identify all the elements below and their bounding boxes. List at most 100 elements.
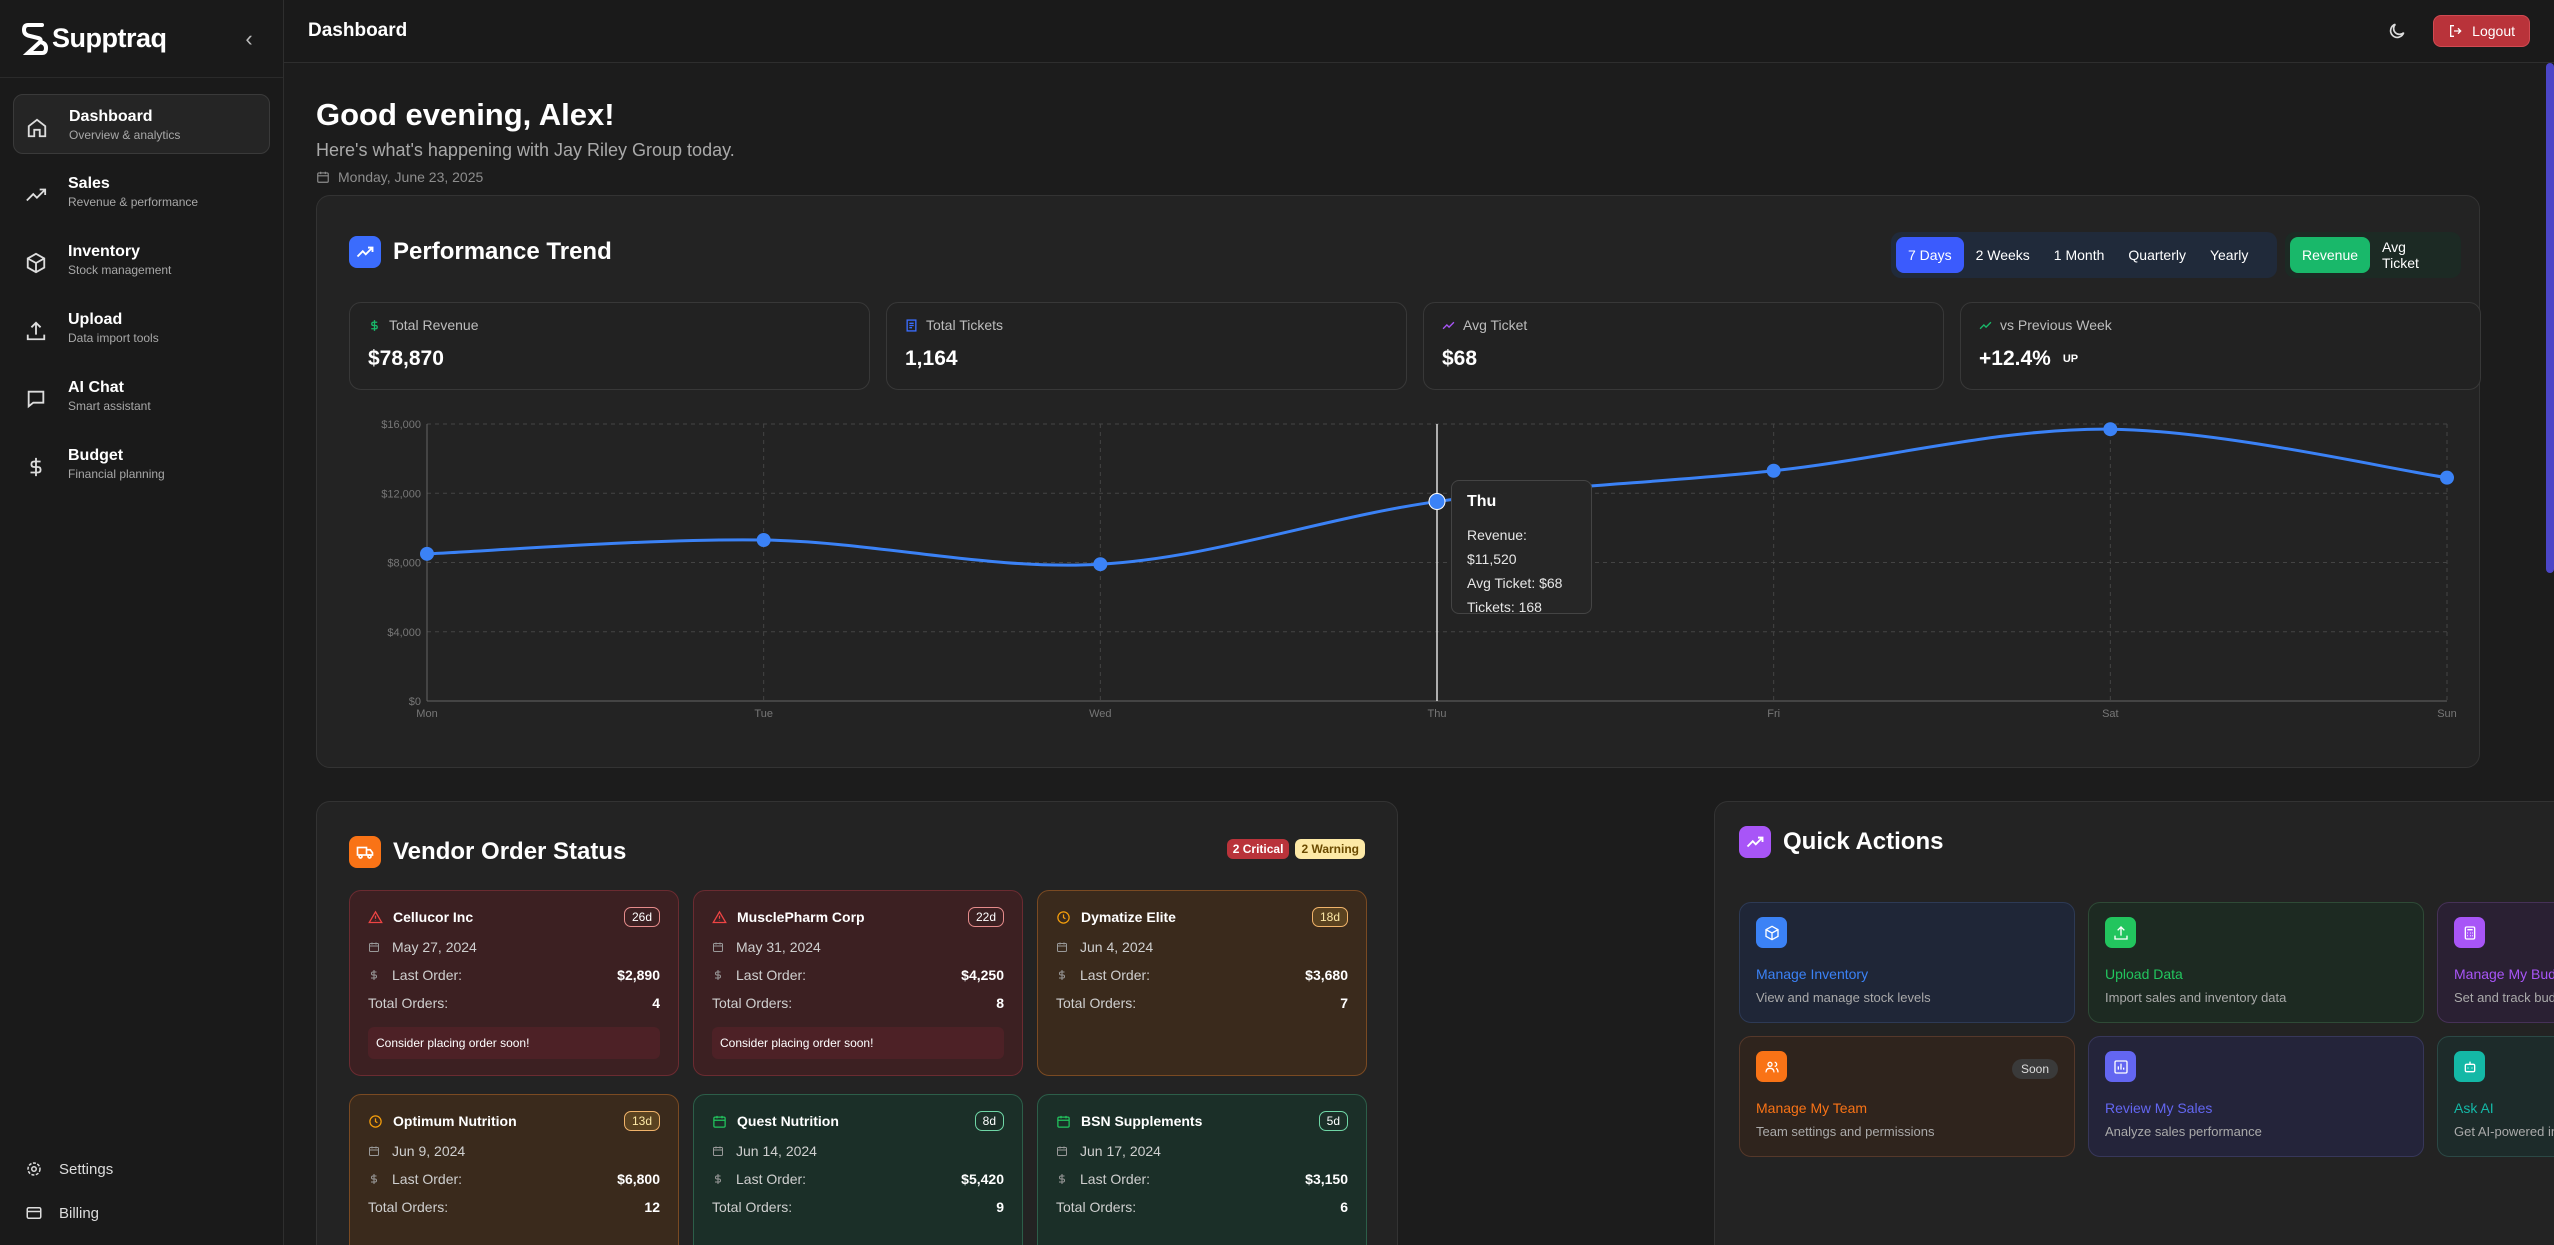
vendor-card[interactable]: Optimum Nutrition 13d Jun 9, 2024 Last O… [349, 1094, 679, 1245]
quick-actions-badge [1739, 826, 1771, 858]
total-orders-value: 7 [1340, 995, 1348, 1011]
metric-avg-ticket[interactable]: Avg Ticket [2382, 239, 2419, 271]
last-order-row: Last Order: $3,680 [1056, 967, 1348, 983]
stat-value-text: +12.4% [1979, 347, 2051, 370]
calendar-icon [1057, 1146, 1067, 1156]
last-order-value: $4,250 [961, 967, 1004, 983]
page-title: Dashboard [308, 20, 408, 41]
data-point [2103, 422, 2118, 437]
dollar-icon [371, 319, 378, 331]
total-orders-value: 12 [644, 1199, 660, 1215]
stat-value: +12.4% UP [1979, 347, 2462, 371]
range-7-days[interactable]: 7 Days [1896, 237, 1964, 273]
quick-action-manage-inventory[interactable]: Manage Inventory View and manage stock l… [1739, 902, 2075, 1023]
calendar-icon [1057, 1115, 1070, 1128]
range-2-weeks[interactable]: 2 Weeks [1975, 247, 2030, 263]
calendar-icon [1057, 942, 1067, 952]
x-tick-label: Mon [416, 708, 437, 720]
total-orders-value: 6 [1340, 1199, 1348, 1215]
dollar-icon [1058, 970, 1066, 980]
sidebar-item-dashboard[interactable]: Dashboard Overview & analytics [13, 94, 270, 154]
sidebar-item-label: Dashboard [69, 108, 153, 125]
settings-label: Settings [59, 1160, 114, 1178]
vendor-card-header: Quest Nutrition 8d [712, 1111, 1004, 1131]
truck-icon [356, 846, 374, 859]
y-tick-label: $16,000 [381, 419, 421, 431]
days-since-badge: 18d [1311, 907, 1348, 927]
sidebar-item-sales[interactable]: Sales Revenue & performance [13, 162, 270, 222]
sidebar-item-sub: Data import tools [68, 331, 159, 345]
stat-total-revenue: Total Revenue $78,870 [349, 302, 870, 390]
trending-up-icon [1979, 321, 1992, 329]
last-order-label: Last Order: [392, 1171, 463, 1187]
quick-action-manage-my-team[interactable]: Manage My Team Team settings and permiss… [1739, 1036, 2075, 1157]
vendor-card[interactable]: Dymatize Elite 18d Jun 4, 2024 Last Orde… [1037, 890, 1367, 1076]
days-since-badge: 22d [967, 907, 1004, 927]
vendor-date: May 31, 2024 [736, 939, 821, 955]
days-since-badge: 8d [974, 1111, 1004, 1131]
performance-badge [349, 236, 381, 268]
last-order-label: Last Order: [1080, 1171, 1151, 1187]
logout-button[interactable]: Logout [2433, 15, 2530, 47]
vendor-card[interactable]: Cellucor Inc 26d May 27, 2024 Last Order… [349, 890, 679, 1076]
vendor-card-header: BSN Supplements 5d [1056, 1111, 1348, 1131]
sidebar-item-sub: Smart assistant [68, 399, 151, 413]
sidebar-item-upload[interactable]: Upload Data import tools [13, 298, 270, 358]
vendor-name: BSN Supplements [1081, 1113, 1203, 1129]
stat-value: $78,870 [368, 347, 444, 370]
dollar-icon [30, 457, 42, 477]
quick-action-title: Manage My Team [1756, 1100, 1868, 1116]
stat-trend-badge: UP [2062, 353, 2079, 365]
total-orders-label: Total Orders: [1056, 1199, 1137, 1215]
y-tick-label: $4,000 [387, 627, 421, 639]
quick-action-desc: Get AI-powered insights [2454, 1124, 2554, 1139]
quick-action-icon-wrap [2454, 917, 2485, 948]
quick-action-review-my-sales[interactable]: Review My Sales Analyze sales performanc… [2088, 1036, 2424, 1157]
moon-icon[interactable] [2387, 21, 2407, 41]
quick-action-title: Manage My Budget [2454, 966, 2554, 982]
vendor-card[interactable]: BSN Supplements 5d Jun 17, 2024 Last Ord… [1037, 1094, 1367, 1245]
vendor-badge [349, 836, 381, 868]
greeting-date: Monday, June 23, 2025 [316, 169, 735, 185]
range-1-month[interactable]: 1 Month [2053, 247, 2105, 263]
last-order-row: Last Order: $6,800 [368, 1171, 660, 1187]
vendor-card[interactable]: Quest Nutrition 8d Jun 14, 2024 Last Ord… [693, 1094, 1023, 1245]
vendor-title: Vendor Order Status [393, 838, 627, 865]
days-since-badge: 5d [1318, 1111, 1348, 1131]
sidebar-item-label: Inventory [68, 243, 141, 260]
total-orders-label: Total Orders: [368, 1199, 449, 1215]
last-order-value: $5,420 [961, 1171, 1004, 1187]
calendar-icon [369, 942, 379, 952]
data-point [1428, 493, 1446, 511]
performance-title: Performance Trend [393, 238, 612, 265]
collapse-sidebar-icon[interactable]: ‹ [245, 25, 253, 51]
last-order-label: Last Order: [736, 1171, 807, 1187]
performance-chart[interactable]: $0 $4,000 $8,000 $12,000 $16,000 Mon Tue Wed Thu… [317, 196, 2479, 767]
calendar-icon [713, 1115, 726, 1128]
calendar-icon [369, 1146, 379, 1156]
total-orders-value: 8 [996, 995, 1004, 1011]
sidebar-item-billing[interactable]: Billing [13, 1191, 270, 1235]
days-since-badge: 13d [623, 1111, 660, 1131]
vendor-card[interactable]: MusclePharm Corp 22d May 31, 2024 Last O… [693, 890, 1023, 1076]
sidebar-item-settings[interactable]: Settings [13, 1147, 270, 1191]
quick-action-manage-my-budget[interactable]: Manage My Budget Set and track budget go… [2437, 902, 2554, 1023]
sidebar-item-sub: Revenue & performance [68, 195, 199, 209]
reorder-warning: Consider placing order soon! [368, 1027, 660, 1059]
scrollbar[interactable] [2546, 63, 2554, 573]
range-quarterly[interactable]: Quarterly [2128, 247, 2186, 263]
sidebar-item-budget[interactable]: Budget Financial planning [13, 434, 270, 494]
sidebar-item-ai-chat[interactable]: AI Chat Smart assistant [13, 366, 270, 426]
dollar-icon [370, 970, 378, 980]
last-order-row: Last Order: $4,250 [712, 967, 1004, 983]
sidebar-item-inventory[interactable]: Inventory Stock management [13, 230, 270, 290]
range-yearly[interactable]: Yearly [2209, 247, 2249, 263]
users-icon [1764, 1061, 1779, 1072]
quick-action-upload-data[interactable]: Upload Data Import sales and inventory d… [2088, 902, 2424, 1023]
quick-action-icon-wrap [1756, 1051, 1787, 1082]
total-orders-label: Total Orders: [712, 995, 793, 1011]
quick-action-ask-ai[interactable]: Ask AI Get AI-powered insights [2437, 1036, 2554, 1157]
vendor-date-row: Jun 4, 2024 [1056, 939, 1348, 955]
metric-revenue[interactable]: Revenue [2290, 237, 2371, 273]
vendor-card-header: Dymatize Elite 18d [1056, 907, 1348, 927]
